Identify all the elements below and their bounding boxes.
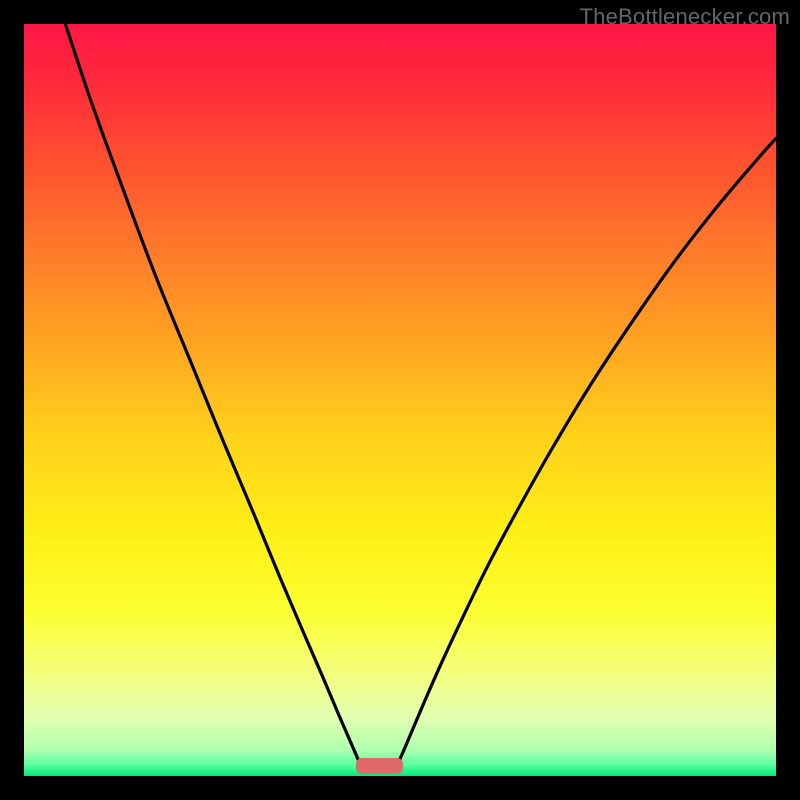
gradient-background (24, 24, 776, 776)
watermark-text: TheBottlenecker.com (580, 4, 790, 30)
plot-area (24, 24, 776, 776)
legend-marker (356, 758, 403, 775)
chart-frame: TheBottlenecker.com (0, 0, 800, 800)
right-curve (399, 138, 777, 762)
plot-svg (24, 24, 776, 776)
left-curve (65, 24, 359, 762)
